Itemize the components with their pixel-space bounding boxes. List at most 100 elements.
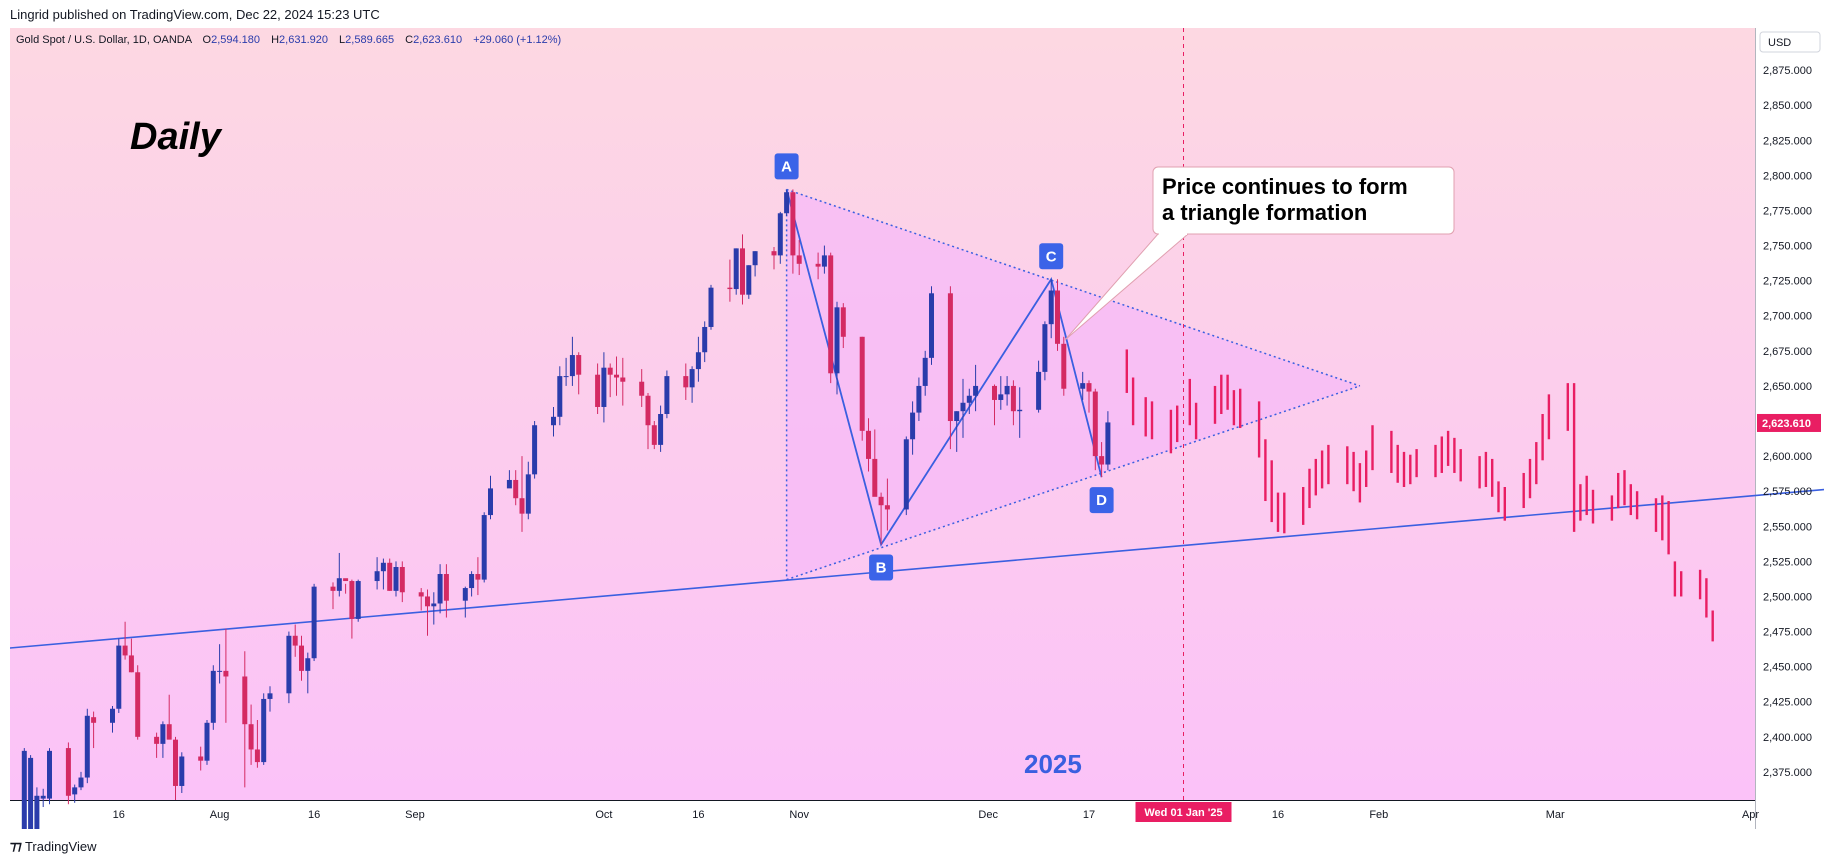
candle[interactable] <box>154 732 160 758</box>
candle[interactable] <box>1036 360 1042 413</box>
candle[interactable] <box>828 252 834 384</box>
candle[interactable] <box>689 366 695 403</box>
candle[interactable] <box>702 321 708 363</box>
candle[interactable] <box>595 363 601 414</box>
candle[interactable] <box>576 352 582 395</box>
candle[interactable] <box>727 259 733 302</box>
candle[interactable] <box>40 788 46 808</box>
candle[interactable] <box>349 579 355 639</box>
candle[interactable] <box>929 286 934 365</box>
candle[interactable] <box>355 579 361 622</box>
chart-frame[interactable]: A B C D 2,375.000 2,400.000 2,425.000 2,450.00… <box>5 28 1835 847</box>
candle[interactable] <box>462 586 468 618</box>
candle[interactable] <box>866 418 871 472</box>
candle[interactable] <box>1048 279 1054 339</box>
candle[interactable] <box>1099 442 1105 478</box>
price-chart[interactable]: A B C D 2,375.000 2,400.000 2,425.000 2,450.00… <box>5 28 1835 847</box>
candle[interactable] <box>733 248 739 295</box>
candle[interactable] <box>437 564 443 614</box>
candle[interactable] <box>532 421 538 479</box>
candle[interactable] <box>563 357 569 386</box>
candle[interactable] <box>683 363 689 400</box>
candle[interactable] <box>431 592 437 625</box>
tradingview-logo[interactable]: ⁊⁊ TradingView <box>10 838 96 854</box>
candle[interactable] <box>569 336 575 386</box>
candle[interactable] <box>122 621 128 660</box>
candle[interactable] <box>1080 371 1086 400</box>
currency-button-box[interactable] <box>1759 31 1821 53</box>
candle[interactable] <box>469 571 475 597</box>
candle[interactable] <box>481 512 487 583</box>
candle[interactable] <box>651 421 657 450</box>
candle[interactable] <box>1042 321 1048 381</box>
candle[interactable] <box>65 742 71 805</box>
candle[interactable] <box>292 624 298 657</box>
candle[interactable] <box>311 583 317 662</box>
candle[interactable] <box>248 704 254 765</box>
candle[interactable] <box>1017 387 1023 438</box>
candle[interactable] <box>336 552 342 597</box>
candle[interactable] <box>784 189 790 217</box>
candle[interactable] <box>815 252 821 280</box>
candle[interactable] <box>28 755 34 841</box>
candle[interactable] <box>513 470 519 506</box>
candle[interactable] <box>116 638 122 713</box>
candle[interactable] <box>1004 376 1010 406</box>
candle[interactable] <box>708 284 714 330</box>
candle[interactable] <box>998 376 1004 410</box>
candle[interactable] <box>160 721 166 758</box>
candle[interactable] <box>614 356 619 396</box>
candle[interactable] <box>78 771 84 791</box>
candle[interactable] <box>910 401 916 455</box>
candle[interactable] <box>425 589 430 636</box>
candle[interactable] <box>551 406 556 437</box>
candle[interactable] <box>1055 279 1060 351</box>
candle[interactable] <box>387 558 393 591</box>
candle[interactable] <box>664 370 670 419</box>
candle[interactable] <box>903 436 909 516</box>
candle[interactable] <box>840 303 846 349</box>
candle[interactable] <box>84 708 90 784</box>
candle[interactable] <box>1061 336 1067 396</box>
candle[interactable] <box>179 752 185 793</box>
candle[interactable] <box>884 478 890 531</box>
candle[interactable] <box>135 665 141 740</box>
candle[interactable] <box>790 189 796 274</box>
candle[interactable] <box>1086 380 1092 413</box>
candle[interactable] <box>110 705 115 733</box>
candle[interactable] <box>488 475 493 520</box>
candle[interactable] <box>506 470 512 489</box>
candle[interactable] <box>330 582 336 610</box>
candle[interactable] <box>658 405 664 452</box>
candle[interactable] <box>380 558 386 590</box>
candle[interactable] <box>217 644 223 684</box>
candle[interactable] <box>254 719 260 768</box>
candle[interactable] <box>173 736 178 800</box>
candle[interactable] <box>374 557 380 590</box>
candle[interactable] <box>519 456 525 532</box>
candle[interactable] <box>771 246 777 270</box>
candle[interactable] <box>91 711 97 749</box>
candle[interactable] <box>443 564 449 618</box>
candle[interactable] <box>399 561 405 603</box>
candle[interactable] <box>859 336 865 441</box>
candle[interactable] <box>261 693 267 765</box>
candle[interactable] <box>128 638 134 673</box>
candle[interactable] <box>834 301 840 395</box>
candle[interactable] <box>645 392 651 450</box>
candle[interactable] <box>475 557 481 596</box>
candle[interactable] <box>204 719 210 765</box>
candle[interactable] <box>620 357 626 406</box>
candle[interactable] <box>752 251 758 277</box>
candle[interactable] <box>777 211 783 264</box>
candle[interactable] <box>1010 380 1016 426</box>
candle[interactable] <box>1092 388 1098 471</box>
candle[interactable] <box>210 665 216 730</box>
candle[interactable] <box>746 265 752 299</box>
candle[interactable] <box>343 578 349 594</box>
candle[interactable] <box>607 363 613 398</box>
candle[interactable] <box>557 366 563 426</box>
candle[interactable] <box>198 746 204 771</box>
candle[interactable] <box>973 364 979 412</box>
candle[interactable] <box>695 336 701 382</box>
